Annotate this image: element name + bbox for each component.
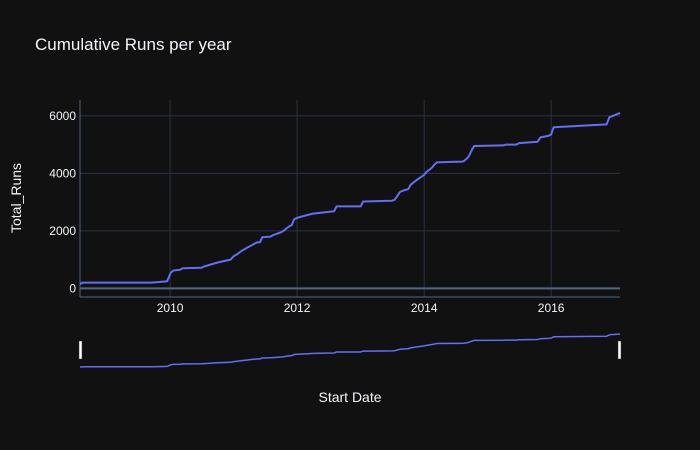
x-axis-title: Start Date xyxy=(318,389,381,405)
y-tick-label: 4000 xyxy=(49,166,76,180)
range-slider[interactable] xyxy=(78,332,622,369)
series-line xyxy=(79,111,621,285)
y-axis-title: Total_Runs xyxy=(8,163,24,233)
gridlines xyxy=(79,100,620,298)
range-slider-line xyxy=(79,333,621,368)
range-slider-right-handle[interactable] xyxy=(617,340,622,360)
x-tick-label: 2016 xyxy=(538,301,565,315)
tick-labels: 2010 2012 2014 2016 0 2000 4000 6000 xyxy=(49,109,565,315)
x-tick-label: 2014 xyxy=(411,301,438,315)
range-slider-background xyxy=(80,332,620,369)
y-tick-label: 2000 xyxy=(49,224,76,238)
y-tick-label: 0 xyxy=(69,281,76,295)
x-tick-label: 2010 xyxy=(157,301,184,315)
plot-area xyxy=(79,111,621,285)
chart-title: Cumulative Runs per year xyxy=(35,35,232,54)
range-slider-left-handle[interactable] xyxy=(78,340,83,360)
y-tick-label: 6000 xyxy=(49,109,76,123)
x-tick-label: 2012 xyxy=(284,301,311,315)
